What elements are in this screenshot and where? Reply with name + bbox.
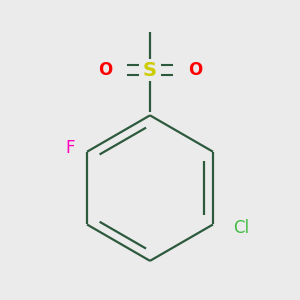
- Text: O: O: [188, 61, 202, 79]
- Text: F: F: [65, 139, 74, 157]
- Text: S: S: [143, 61, 157, 80]
- Text: Cl: Cl: [232, 219, 249, 237]
- Text: O: O: [98, 61, 112, 79]
